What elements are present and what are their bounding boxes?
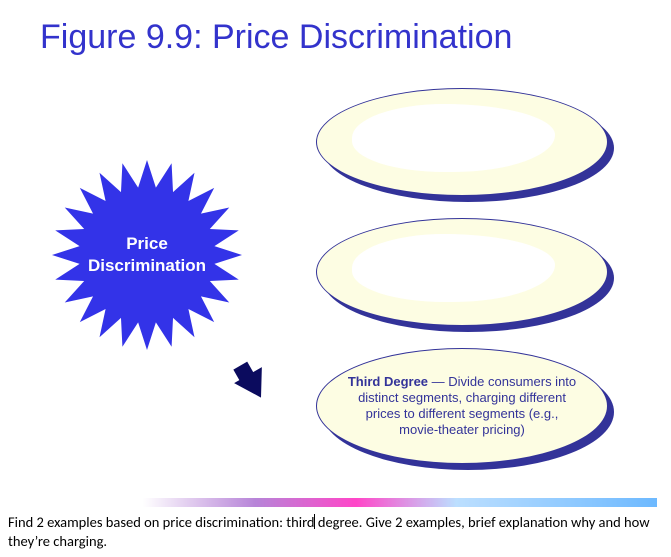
gradient-bar xyxy=(30,498,657,507)
ellipse-2-blob xyxy=(352,234,555,302)
ellipse-2 xyxy=(316,218,608,326)
ellipse-1-blob xyxy=(352,104,555,172)
arrow-icon xyxy=(230,360,274,404)
ellipse-1-face xyxy=(316,88,608,196)
ellipse-3-text: Third Degree — Divide consumers into dis… xyxy=(317,374,607,439)
starburst: Price Discrimination xyxy=(52,160,242,350)
caption-before: Find 2 examples based on price discrimin… xyxy=(8,513,315,531)
ellipse-3-face: Third Degree — Divide consumers into dis… xyxy=(316,348,608,464)
starburst-line2: Discrimination xyxy=(88,255,206,277)
figure-title: Figure 9.9: Price Discrimination xyxy=(40,18,512,57)
ellipse-2-face xyxy=(316,218,608,326)
starburst-label: Price Discrimination xyxy=(52,160,242,350)
caption: Find 2 examples based on price discrimin… xyxy=(8,513,659,551)
starburst-line1: Price xyxy=(126,233,168,255)
ellipse-1 xyxy=(316,88,608,196)
ellipse-3-bold: Third Degree xyxy=(348,374,428,389)
arrow-shape xyxy=(230,360,274,404)
ellipse-3: Third Degree — Divide consumers into dis… xyxy=(316,348,608,464)
